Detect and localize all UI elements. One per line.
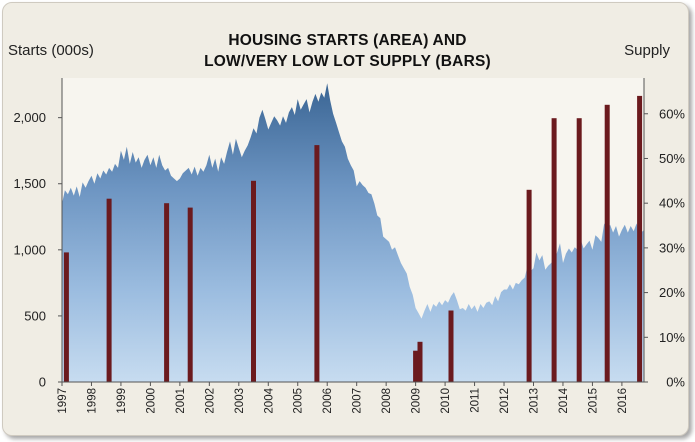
y-axis-left-label: Starts (000s): [8, 42, 94, 59]
y-right-tick-label: 30%: [659, 240, 685, 255]
x-tick-label: 2016: [617, 388, 629, 414]
lot-supply-bar: [604, 104, 610, 383]
lot-supply-bar: [448, 310, 454, 382]
lot-supply-bar: [314, 145, 320, 382]
y-left-tick-label: 0: [39, 375, 46, 390]
chart-title-line-1: HOUSING STARTS (AREA) AND: [228, 32, 467, 49]
y-left-tick-label: 500: [24, 308, 46, 323]
lot-supply-bar: [551, 118, 557, 382]
x-tick-label: 2003: [234, 388, 246, 414]
lot-supply-bar: [106, 198, 112, 382]
x-tick-label: 2011: [470, 388, 482, 413]
housing-starts-area: [62, 83, 644, 383]
x-tick-label: 2008: [381, 388, 393, 414]
x-tick-label: 1998: [87, 388, 99, 414]
y-right-tick-label: 50%: [659, 151, 685, 166]
y-right-tick-label: 10%: [659, 330, 685, 345]
lot-supply-bar: [164, 203, 170, 382]
chart-title: HOUSING STARTS (AREA) AND LOW/VERY LOW L…: [0, 30, 695, 72]
y-axis-right-label: Supply: [624, 42, 670, 59]
x-tick-label: 2012: [499, 388, 511, 414]
y-left-tick-label: 1,500: [13, 176, 46, 191]
y-right-tick-label: 40%: [659, 196, 685, 211]
x-tick-label: 2009: [411, 388, 423, 414]
y-right-tick-label: 60%: [659, 106, 685, 121]
x-tick-label: 1999: [116, 388, 128, 414]
y-right-tick-label: 0%: [666, 375, 685, 390]
x-tick-label: 2002: [204, 388, 216, 414]
x-tick-label: 2013: [529, 388, 541, 414]
x-tick-label: 2010: [440, 388, 452, 414]
lot-supply-bar: [413, 350, 419, 382]
lot-supply-bar: [576, 118, 582, 382]
lot-supply-bar: [251, 180, 256, 382]
lot-supply-bar: [417, 341, 423, 382]
lot-supply-bar: [63, 252, 69, 382]
x-tick-label: 2014: [558, 387, 570, 413]
x-tick-label: 1997: [57, 388, 69, 414]
y-left-tick-label: 1,000: [13, 242, 46, 257]
x-tick-label: 2006: [322, 388, 334, 414]
x-tick-label: 2000: [145, 388, 157, 414]
chart-title-line-2: LOW/VERY LOW LOT SUPPLY (BARS): [204, 53, 491, 70]
x-tick-label: 2005: [293, 388, 305, 414]
x-tick-label: 2004: [263, 387, 275, 413]
x-tick-label: 2007: [352, 388, 364, 414]
y-right-tick-label: 20%: [659, 285, 685, 300]
x-tick-label: 2015: [587, 388, 599, 414]
lot-supply-bar: [187, 207, 193, 382]
y-left-tick-label: 2,000: [13, 110, 46, 125]
lot-supply-bar: [526, 189, 532, 382]
lot-supply-bar: [637, 95, 643, 383]
x-tick-label: 2001: [175, 388, 187, 414]
